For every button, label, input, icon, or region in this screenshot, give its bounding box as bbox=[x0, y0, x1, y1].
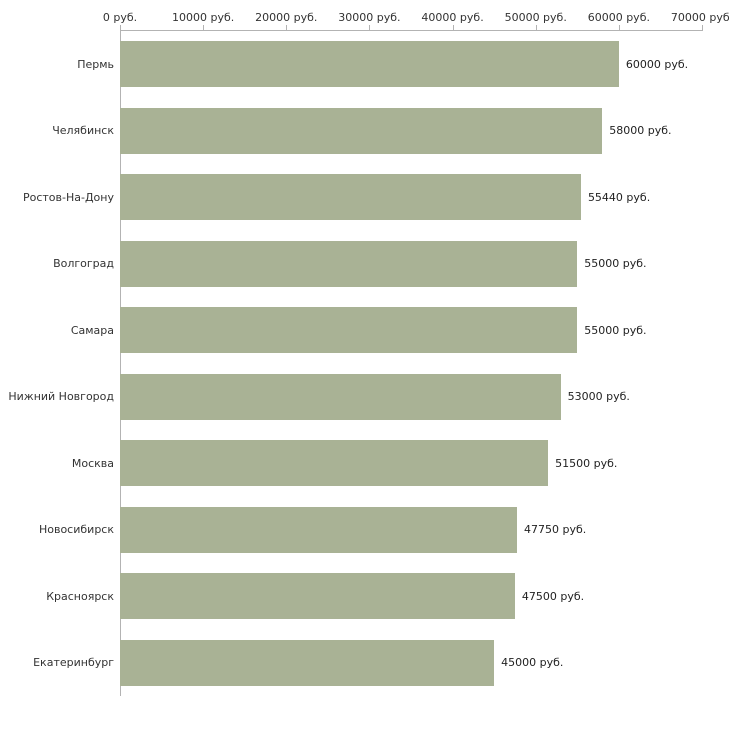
bar bbox=[120, 41, 619, 88]
bar-track bbox=[120, 297, 702, 364]
value-label: 45000 руб. bbox=[501, 656, 564, 670]
bar-track bbox=[120, 364, 702, 431]
x-tick-label: 60000 руб. bbox=[587, 11, 650, 24]
chart-row: Челябинск 58000 руб. bbox=[0, 98, 730, 165]
chart-row: Красноярск 47500 руб. bbox=[0, 563, 730, 630]
x-tick-mark bbox=[702, 25, 703, 31]
chart-row: Самара 55000 руб. bbox=[0, 297, 730, 364]
value-label: 47500 руб. bbox=[521, 589, 585, 603]
category-label: Самара bbox=[70, 323, 114, 337]
bar bbox=[120, 440, 549, 487]
x-tick-mark bbox=[618, 25, 620, 31]
bar-track bbox=[120, 497, 702, 564]
category-label: Нижний Новгород bbox=[8, 390, 114, 404]
x-tick-label: 30000 руб. bbox=[338, 11, 401, 24]
category-label: Челябинск bbox=[52, 124, 114, 138]
x-tick-mark bbox=[203, 25, 205, 31]
x-tick-mark bbox=[369, 25, 371, 31]
bar bbox=[120, 373, 561, 420]
bar-track bbox=[120, 563, 702, 630]
chart-row: Пермь 60000 руб. bbox=[0, 31, 730, 98]
chart-row: Ростов-На-Дону 55440 руб. bbox=[0, 164, 730, 231]
bar-track bbox=[120, 164, 702, 231]
bar-track bbox=[120, 31, 702, 98]
x-tick-label: 10000 руб. bbox=[172, 11, 235, 24]
x-tick-mark bbox=[452, 25, 454, 31]
chart-row: Волгоград 55000 руб. bbox=[0, 231, 730, 298]
category-label: Ростов-На-Дону bbox=[22, 190, 114, 204]
category-label: Волгоград bbox=[53, 257, 114, 271]
x-tick-label: 70000 руб. bbox=[670, 11, 730, 24]
x-tick-label: 40000 руб. bbox=[421, 11, 484, 24]
bar bbox=[120, 174, 581, 221]
value-label: 55000 руб. bbox=[584, 257, 647, 271]
value-label: 53000 руб. bbox=[567, 390, 630, 404]
x-tick-mark bbox=[120, 25, 121, 31]
bar bbox=[120, 307, 578, 354]
chart-row: Екатеринбург 45000 руб. bbox=[0, 630, 730, 697]
category-label: Новосибирск bbox=[38, 523, 114, 537]
bar bbox=[120, 107, 603, 154]
x-tick-mark bbox=[286, 25, 288, 31]
chart-row: Нижний Новгород 53000 руб. bbox=[0, 364, 730, 431]
x-tick-label: 50000 руб. bbox=[504, 11, 567, 24]
y-axis-line bbox=[120, 30, 121, 696]
bar-track bbox=[120, 430, 702, 497]
x-tick-mark bbox=[535, 25, 537, 31]
x-tick-label: 20000 руб. bbox=[255, 11, 318, 24]
chart-row: Новосибирск 47750 руб. bbox=[0, 497, 730, 564]
bar bbox=[120, 506, 517, 553]
category-label: Красноярск bbox=[46, 589, 114, 603]
value-label: 55440 руб. bbox=[587, 190, 651, 204]
value-label: 60000 руб. bbox=[625, 57, 689, 71]
bar bbox=[120, 240, 578, 287]
value-label: 58000 руб. bbox=[609, 124, 672, 138]
bar bbox=[120, 573, 515, 620]
bar-track bbox=[120, 231, 702, 298]
x-tick-label: 0 руб. bbox=[102, 11, 138, 24]
chart-row: Москва 51500 руб. bbox=[0, 430, 730, 497]
bar-track bbox=[120, 98, 702, 165]
value-label: 47750 руб. bbox=[524, 523, 587, 537]
bar bbox=[120, 639, 495, 686]
category-label: Пермь bbox=[77, 57, 114, 71]
x-axis-line bbox=[120, 30, 702, 31]
category-label: Москва bbox=[71, 456, 114, 470]
value-label: 55000 руб. bbox=[584, 323, 647, 337]
bar-track bbox=[120, 630, 702, 697]
value-label: 51500 руб. bbox=[555, 456, 618, 470]
plot-area: Пермь 60000 руб. Челябинск 58000 руб. Ростов… bbox=[0, 31, 730, 696]
category-label: Екатеринбург bbox=[33, 656, 114, 670]
